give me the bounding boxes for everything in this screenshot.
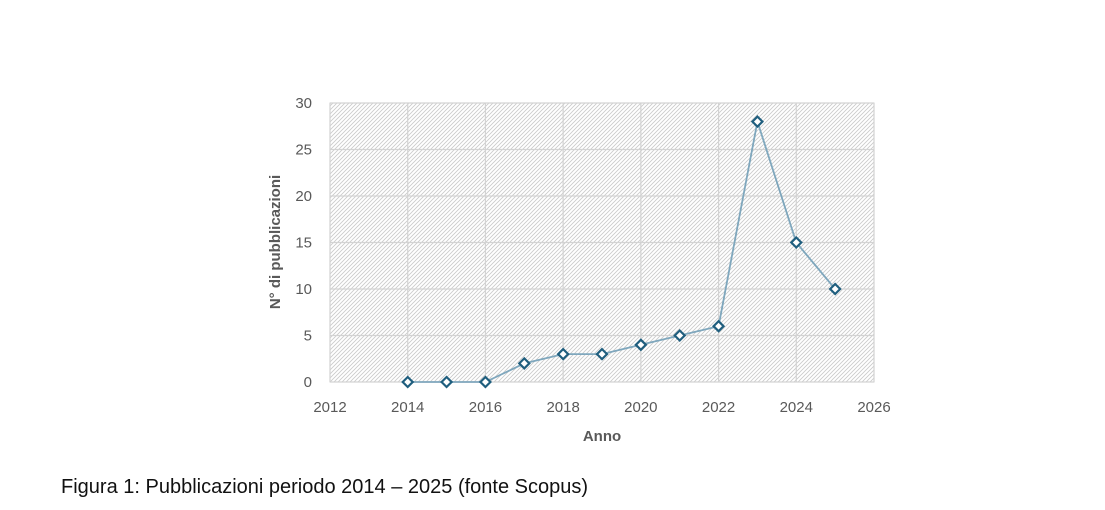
publications-chart: 0 5 10 15 20 25 30 2012 2014 2016 2018 2020 2022 202… (267, 95, 891, 445)
x-axis-title: Anno (583, 428, 621, 445)
x-tick-label: 2022 (702, 399, 735, 416)
x-tick-label: 2016 (469, 399, 502, 416)
y-axis-ticks: 0 5 10 15 20 25 30 (295, 95, 312, 391)
data-point (750, 115, 764, 129)
x-tick-label: 2024 (780, 399, 813, 416)
data-point (595, 347, 609, 361)
x-tick-label: 2020 (624, 399, 657, 416)
x-axis-ticks: 2012 2014 2016 2018 2020 2022 2024 2026 (313, 399, 890, 416)
data-point (401, 375, 415, 389)
data-point (789, 235, 803, 250)
y-tick-label: 10 (295, 281, 312, 298)
data-point (440, 375, 454, 389)
figure-caption: Figura 1: Pubblicazioni periodo 2014 – 2… (61, 476, 589, 498)
y-tick-label: 5 (304, 328, 312, 345)
y-tick-label: 20 (295, 188, 312, 205)
series-publications (401, 115, 842, 389)
x-tick-label: 2014 (391, 399, 424, 416)
y-tick-label: 0 (304, 374, 312, 391)
y-tick-label: 25 (295, 142, 312, 159)
x-tick-label: 2018 (546, 399, 579, 416)
data-point (556, 347, 570, 361)
y-axis-title: N° di pubblicazioni (267, 175, 284, 309)
y-tick-label: 30 (295, 95, 312, 112)
data-point (478, 375, 492, 389)
x-tick-label: 2026 (857, 399, 890, 416)
data-point (673, 328, 687, 343)
data-point (634, 338, 648, 352)
data-point (712, 319, 726, 333)
data-point (517, 356, 531, 370)
data-point (828, 282, 842, 296)
x-tick-label: 2012 (313, 399, 346, 416)
y-tick-label: 15 (295, 235, 312, 252)
